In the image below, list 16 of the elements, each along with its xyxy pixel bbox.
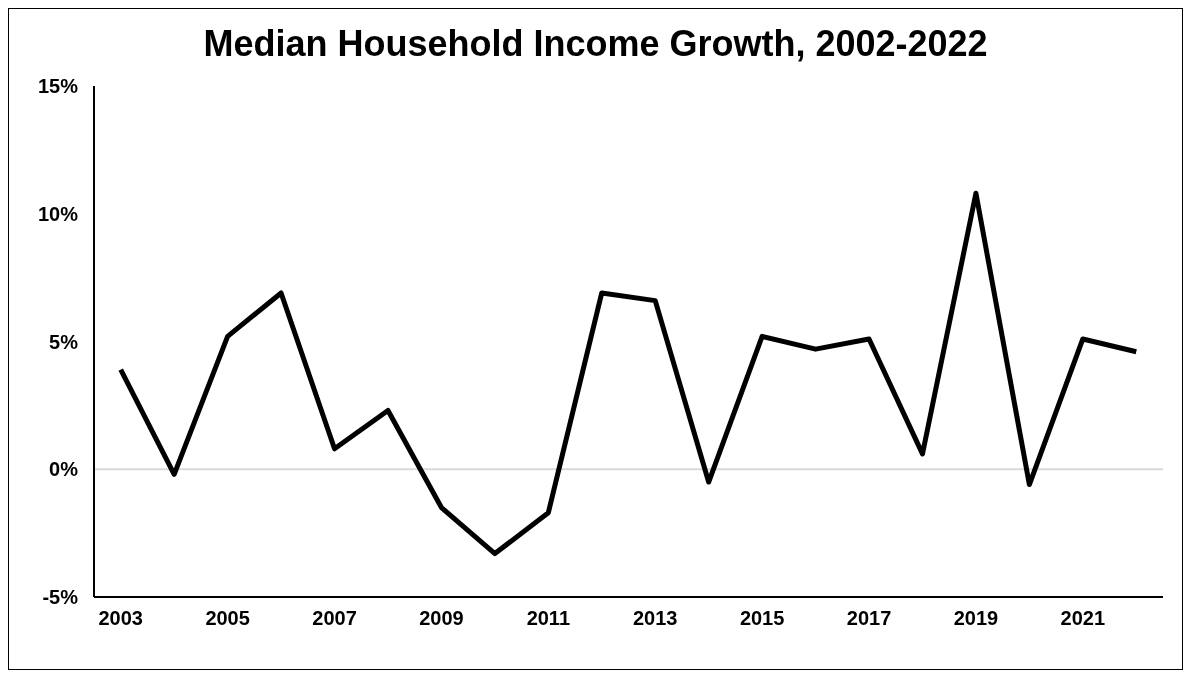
x-tick-label: 2003 <box>98 607 143 630</box>
y-tick-label: 5% <box>49 330 79 353</box>
x-tick-label: 2013 <box>632 607 678 630</box>
x-tick-label: 2005 <box>205 607 250 630</box>
x-tick-label: 2019 <box>953 607 999 630</box>
x-tick-label: 2011 <box>526 607 571 630</box>
y-tick-label: -5% <box>42 586 79 609</box>
x-tick-label: 2021 <box>1060 607 1106 630</box>
x-tick-label: 2017 <box>846 607 892 630</box>
y-tick-label: 10% <box>37 202 79 225</box>
x-tick-label: 2015 <box>739 607 785 630</box>
x-tick-label: 2007 <box>312 607 357 630</box>
chart-title: Median Household Income Growth, 2002-2022 <box>202 23 989 65</box>
y-tick-label: 15% <box>37 75 79 98</box>
y-tick-label: 0% <box>49 458 79 481</box>
x-tick-label: 2009 <box>419 607 464 630</box>
